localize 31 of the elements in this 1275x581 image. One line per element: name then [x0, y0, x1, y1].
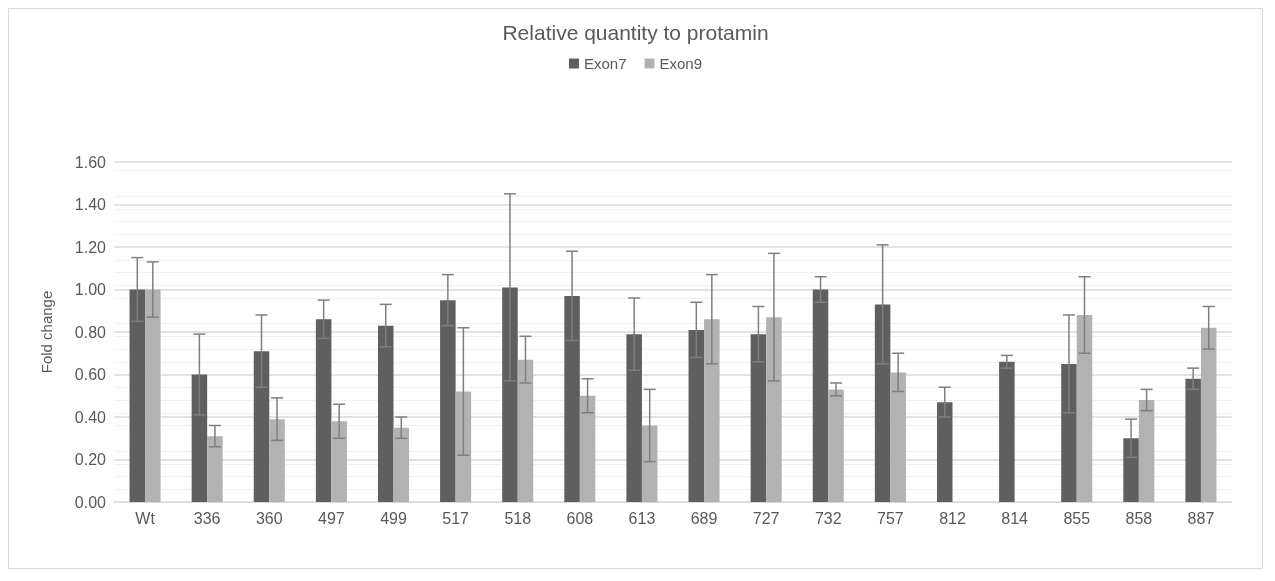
x-tick-label: 497	[318, 509, 345, 527]
x-tick-label: 689	[690, 509, 718, 527]
y-tick-label: 0.40	[74, 408, 107, 426]
x-tick-label: 855	[1063, 509, 1091, 527]
chart-title: Relative quantity to protamin	[502, 21, 769, 44]
x-tick-label: 517	[442, 509, 470, 527]
x-tick-label: 812	[939, 509, 966, 527]
y-tick-label: 0.20	[74, 451, 107, 468]
x-tick-label: 499	[380, 509, 407, 527]
y-tick-label: 1.40	[74, 196, 107, 213]
x-tick-label: 518	[504, 509, 532, 527]
legend-label: Exon7	[583, 55, 627, 72]
y-tick-label: 0.60	[74, 366, 107, 383]
y-axis-title: Fold change	[38, 290, 55, 374]
x-tick-label: 727	[752, 509, 780, 527]
y-tick-label: 1.60	[74, 153, 107, 171]
y-tick-label: 0.00	[74, 493, 107, 511]
x-tick-label: 608	[566, 509, 594, 527]
x-tick-label: 814	[1001, 509, 1029, 527]
x-tick-label: 858	[1125, 509, 1153, 527]
y-tick-label: 1.00	[74, 281, 107, 298]
legend-label: Exon9	[659, 55, 703, 72]
x-tick-label: 336	[193, 509, 221, 527]
x-tick-label: Wt	[135, 509, 156, 527]
x-tick-label: 887	[1187, 509, 1215, 527]
y-tick-label: 1.20	[74, 238, 107, 256]
y-tick-label: 0.80	[74, 323, 107, 341]
x-tick-label: 613	[628, 509, 656, 527]
x-tick-label: 757	[877, 509, 904, 527]
x-tick-label: 360	[255, 509, 283, 527]
x-tick-label: 732	[814, 509, 842, 527]
